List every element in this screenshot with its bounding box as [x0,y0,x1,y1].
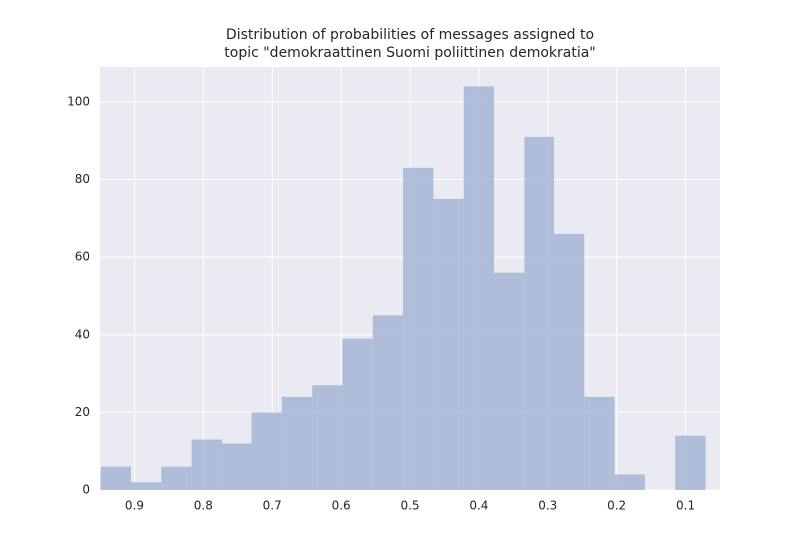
x-tick-label: 0.1 [676,499,695,513]
bar [281,396,313,490]
y-tick-label: 100 [67,94,90,108]
bar [433,198,464,491]
y-tick-label: 60 [75,250,90,264]
chart-title-line: topic "demokraattinen Suomi poliittinen … [224,45,595,61]
x-tick-label: 0.3 [538,499,557,513]
bar [221,443,252,490]
y-tick-label: 40 [75,327,90,341]
y-tick-label: 80 [75,172,90,186]
bar [675,435,706,490]
bar [463,86,495,490]
x-tick-label: 0.5 [400,499,419,513]
bar [100,466,131,490]
bar [494,272,525,490]
bar [161,466,192,490]
x-tick-label: 0.6 [332,499,351,513]
bar [524,136,554,490]
chart-title-line: Distribution of probabilities of message… [226,27,594,43]
x-tick-label: 0.2 [607,499,626,513]
bar [131,482,162,490]
bar [312,385,343,490]
x-tick-label: 0.7 [263,499,282,513]
bar [403,167,434,490]
bar [584,396,615,490]
x-tick-label: 0.9 [125,499,144,513]
bar [372,315,404,490]
y-tick-label: 20 [75,405,90,419]
x-tick-label: 0.4 [469,499,488,513]
bar [614,474,645,490]
y-tick-label: 0 [82,483,90,497]
bar [251,412,282,490]
x-tick-label: 0.8 [194,499,213,513]
bar [553,233,585,490]
bar [342,338,373,490]
bar [191,439,222,490]
